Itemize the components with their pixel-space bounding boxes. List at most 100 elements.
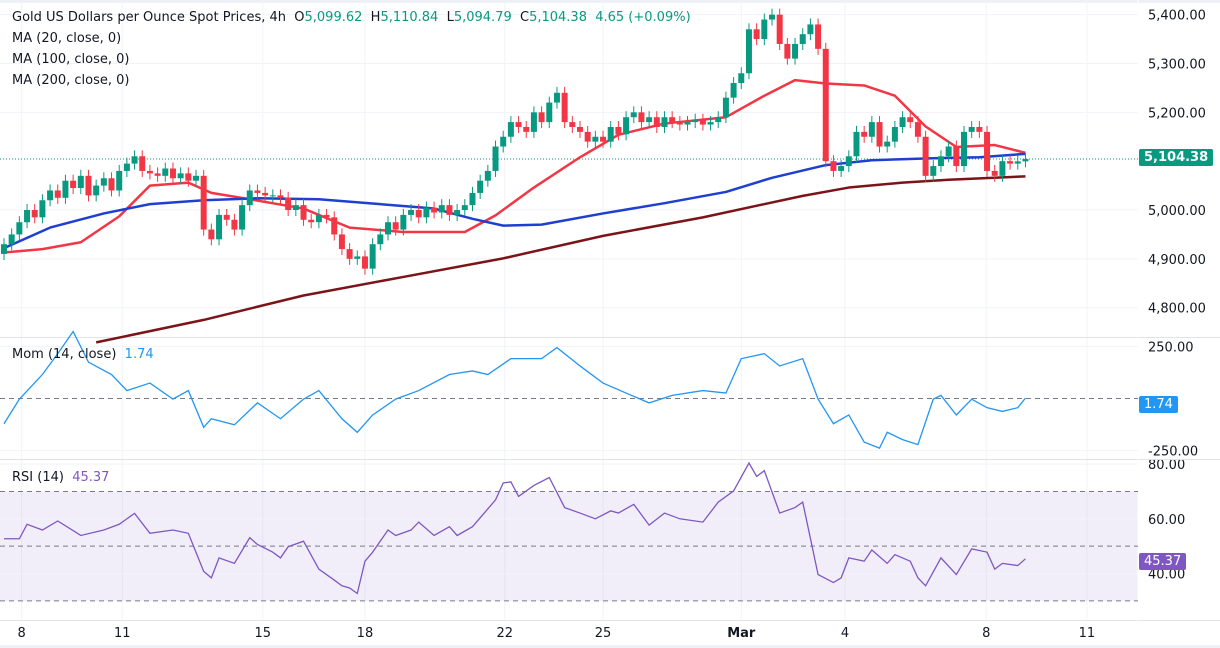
candle: [600, 130, 607, 148]
candle-body: [216, 214, 223, 240]
candle: [500, 130, 507, 153]
candle-body: [446, 205, 453, 215]
candle-body: [530, 112, 537, 132]
candle: [715, 111, 722, 129]
candle: [1014, 155, 1021, 170]
candle: [169, 162, 176, 185]
candle-body: [600, 136, 607, 142]
candle-body: [415, 210, 422, 218]
low-value: 5,094.79: [453, 10, 512, 25]
candle-body: [553, 92, 560, 103]
rsi-last-badge: 45.37: [1139, 553, 1187, 570]
ma100-legend[interactable]: MA (100, close, 0): [12, 52, 130, 67]
ma200-legend[interactable]: MA (200, close, 0): [12, 73, 130, 88]
candle-body: [385, 222, 391, 235]
change-value: 4.65 (+0.09%): [595, 10, 691, 25]
candle-body: [300, 205, 307, 220]
candle: [438, 199, 445, 219]
candle: [638, 106, 645, 129]
candle-body: [615, 126, 622, 135]
price-axis-label: 80.00: [1148, 458, 1185, 473]
candle: [891, 120, 898, 148]
candle: [1, 238, 7, 260]
candle-body: [77, 175, 84, 189]
candle: [85, 169, 92, 202]
candle-body: [538, 112, 545, 123]
candle-body: [584, 131, 591, 142]
price-axis-label: 4,900.00: [1148, 253, 1206, 268]
candle-body: [146, 170, 153, 174]
candle: [999, 155, 1006, 182]
candle-body: [24, 210, 31, 223]
candle-body: [753, 29, 760, 40]
mom-last-badge: 1.74: [1139, 396, 1178, 413]
candle: [968, 120, 975, 138]
candle: [707, 116, 714, 131]
candle-body: [154, 173, 161, 176]
candle: [300, 199, 307, 226]
candle-body: [223, 214, 230, 220]
candle-body: [400, 214, 407, 230]
candle-body: [500, 136, 507, 147]
candle-body: [1007, 161, 1014, 164]
candle-body: [661, 117, 668, 127]
candle: [884, 135, 891, 153]
candle-body: [277, 195, 284, 198]
candle-body: [630, 112, 637, 118]
candle: [1022, 153, 1029, 168]
candle-body: [853, 131, 860, 157]
candle: [492, 140, 499, 177]
candle-body: [845, 156, 852, 167]
close-label: C: [520, 10, 530, 25]
candle: [415, 204, 422, 224]
candle-body: [354, 256, 361, 259]
candle-body: [484, 170, 491, 181]
candle-body: [408, 210, 415, 215]
candle-body: [200, 175, 207, 230]
candle-body: [807, 24, 814, 35]
candle: [231, 213, 238, 236]
candle: [876, 116, 883, 153]
candle-body: [884, 141, 891, 147]
candle: [561, 86, 568, 129]
mom-legend[interactable]: Mom (14, close) 1.74: [12, 347, 154, 362]
candle-body: [39, 200, 46, 218]
candle: [838, 160, 845, 177]
candle-body: [208, 229, 215, 240]
candle: [469, 186, 476, 212]
candle-body: [730, 83, 737, 98]
candle: [484, 164, 491, 187]
candle-body: [699, 119, 706, 125]
candle: [285, 191, 292, 217]
candle: [24, 204, 31, 229]
candle: [861, 125, 868, 143]
candle: [454, 204, 461, 221]
candle: [530, 106, 537, 138]
candle: [400, 208, 407, 236]
candle: [385, 216, 391, 241]
candle-body: [953, 146, 960, 167]
candle: [907, 111, 914, 129]
candle: [538, 106, 545, 129]
rsi-legend[interactable]: RSI (14) 45.37: [12, 470, 109, 485]
candle-body: [338, 234, 345, 250]
ma20-legend[interactable]: MA (20, close, 0): [12, 31, 122, 46]
candle-body: [469, 192, 476, 206]
candle: [216, 208, 223, 246]
candle-body: [776, 14, 783, 44]
close-value: 5,104.38: [529, 10, 587, 25]
candle-body: [976, 126, 983, 132]
candle-body: [945, 146, 952, 157]
candle: [930, 160, 937, 182]
candle-body: [139, 156, 146, 171]
candle: [653, 111, 660, 133]
candle: [361, 250, 368, 275]
candle-body: [492, 146, 499, 171]
candle: [47, 184, 54, 207]
candle-body: [761, 19, 768, 40]
candle-body: [70, 180, 77, 189]
candle: [254, 184, 261, 199]
candle: [953, 140, 960, 173]
